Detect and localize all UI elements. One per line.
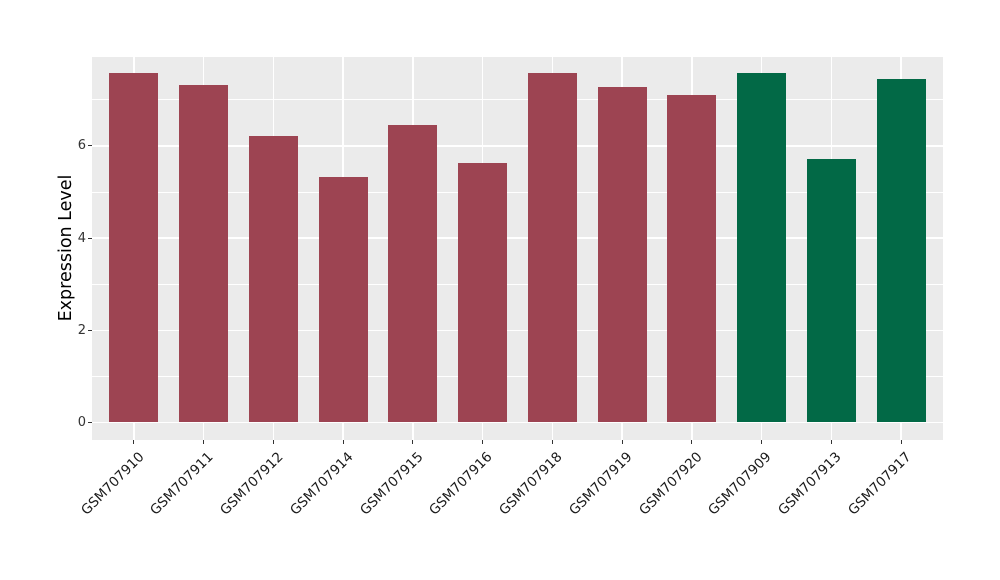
x-tick-label: GSM707913 (775, 449, 845, 519)
x-tick-label: GSM707912 (217, 449, 287, 519)
x-tick-label: GSM707917 (845, 449, 915, 519)
minor-gridline (92, 99, 943, 101)
x-tick-label: GSM707911 (147, 449, 217, 519)
bar-GSM707918 (527, 72, 577, 423)
bar-GSM707920 (667, 94, 717, 423)
y-tick-mark (88, 421, 92, 423)
y-tick-mark (88, 329, 92, 331)
x-tick-mark (900, 440, 902, 444)
bar-GSM707919 (597, 87, 647, 423)
x-tick-mark (342, 440, 344, 444)
x-tick-mark (830, 440, 832, 444)
major-gridline (92, 237, 943, 239)
x-tick-label: GSM707914 (286, 449, 357, 519)
x-tick-mark (133, 440, 135, 444)
minor-gridline (92, 375, 943, 377)
y-tick-label: 2 (77, 322, 86, 338)
bar-GSM707914 (318, 177, 368, 423)
x-tick-label: GSM707916 (426, 449, 496, 519)
x-tick-mark (482, 440, 484, 444)
x-tick-label: GSM707909 (705, 449, 775, 519)
x-tick-label: GSM707915 (356, 449, 427, 519)
x-tick-mark (203, 440, 205, 444)
x-tick-label: GSM707919 (566, 449, 636, 519)
minor-gridline (92, 283, 943, 285)
x-tick-label: GSM707910 (77, 449, 148, 519)
y-axis-title: Expression Level (56, 174, 76, 322)
bar-GSM707916 (458, 163, 508, 423)
major-gridline (92, 145, 943, 147)
bar-GSM707911 (179, 84, 228, 423)
major-gridline (92, 329, 943, 332)
x-tick-label: GSM707920 (635, 449, 706, 519)
y-tick-label: 0 (77, 414, 86, 430)
x-tick-mark (761, 440, 763, 444)
minor-gridline (92, 191, 943, 193)
x-tick-mark (272, 440, 274, 444)
x-tick-mark (621, 440, 623, 444)
major-gridline (92, 421, 943, 424)
x-tick-label: GSM707918 (496, 449, 566, 519)
bar-GSM707915 (388, 124, 438, 423)
bar-GSM707910 (109, 72, 159, 423)
bar-GSM707912 (248, 136, 298, 423)
x-tick-mark (551, 440, 553, 444)
plot-panel (92, 57, 943, 440)
x-tick-mark (412, 440, 414, 444)
y-tick-label: 6 (77, 138, 86, 154)
x-tick-mark (691, 440, 693, 444)
y-tick-mark (88, 145, 92, 147)
y-tick-mark (88, 237, 92, 239)
bar-GSM707909 (737, 72, 787, 423)
bar-GSM707913 (806, 159, 856, 423)
y-tick-label: 4 (77, 230, 86, 246)
bar-GSM707917 (876, 78, 926, 423)
